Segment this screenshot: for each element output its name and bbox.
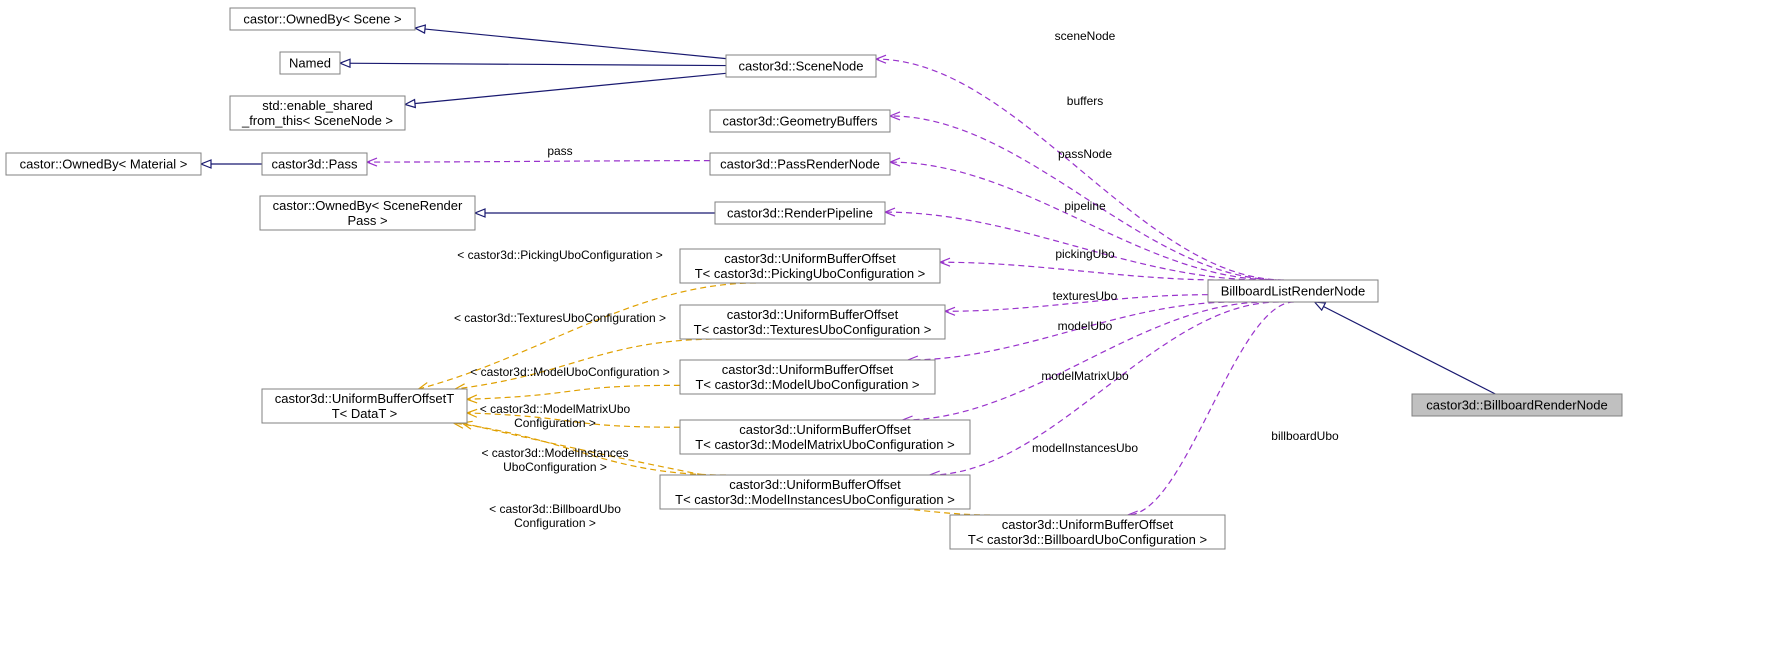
edge [940,262,1224,280]
node-label: castor3d::UniformBufferOffset [722,362,894,377]
node-label: castor3d::GeometryBuffers [722,114,878,129]
node-ownedByScene[interactable]: castor::OwnedBy< Scene > [230,8,415,30]
edge-label: Configuration > [514,416,596,430]
node-label: T< castor3d::ModelUboConfiguration > [695,377,919,392]
nodes-layer: castor3d::BillboardRenderNode BillboardLi… [6,8,1622,549]
edge-label: < castor3d::TexturesUboConfiguration > [454,311,666,325]
node-ownedByMaterial[interactable]: castor::OwnedBy< Material > [6,153,201,175]
node-label: castor3d::UniformBufferOffset [739,422,911,437]
edge-label: modelMatrixUbo [1041,369,1129,383]
node-label: castor3d::UniformBufferOffsetT [275,391,454,406]
edge-label: < castor3d::ModelMatrixUbo [480,402,631,416]
node-label: T< castor3d::ModelInstancesUboConfigurat… [675,492,955,507]
edge-label: < castor3d::PickingUboConfiguration > [457,248,662,262]
node-label: castor3d::RenderPipeline [727,206,873,221]
node-billboardRenderNode[interactable]: castor3d::BillboardRenderNode [1412,394,1622,416]
node-enableShared[interactable]: std::enable_shared_from_this< SceneNode … [230,96,405,130]
node-uboModelInstances[interactable]: castor3d::UniformBufferOffsetT< castor3d… [660,475,970,509]
node-passRenderNode[interactable]: castor3d::PassRenderNode [710,153,890,175]
node-label: castor3d::SceneNode [738,59,863,74]
edge-label: < castor3d::ModelUboConfiguration > [470,365,669,379]
node-label: castor3d::UniformBufferOffset [1002,517,1174,532]
edge [340,63,726,65]
node-named[interactable]: Named [280,52,340,74]
edge [1315,302,1496,394]
node-label: Named [289,56,331,71]
edge-label: passNode [1058,147,1112,161]
edge-label: pipeline [1064,199,1106,213]
node-label: castor::OwnedBy< Scene > [243,12,401,27]
node-billboardListRenderNode[interactable]: BillboardListRenderNode [1208,280,1378,302]
node-uboDataT[interactable]: castor3d::UniformBufferOffsetTT< DataT > [262,389,467,423]
edge-label: sceneNode [1055,29,1116,43]
edge-label: modelInstancesUbo [1032,441,1138,455]
edge [415,28,726,59]
node-uboModel[interactable]: castor3d::UniformBufferOffsetT< castor3d… [680,360,935,394]
node-label: T< castor3d::BillboardUboConfiguration > [968,532,1207,547]
node-label: Pass > [347,213,387,228]
node-sceneNode[interactable]: castor3d::SceneNode [726,55,876,77]
node-label: castor3d::UniformBufferOffset [724,251,896,266]
edge-label: pass [547,144,572,158]
node-uboBillboard[interactable]: castor3d::UniformBufferOffsetT< castor3d… [950,515,1225,549]
edge-label: Configuration > [514,516,596,530]
edge [467,385,680,399]
edge-label: UboConfiguration > [503,460,607,474]
node-label: castor::OwnedBy< SceneRender [273,198,463,213]
node-renderPipeline[interactable]: castor3d::RenderPipeline [715,202,885,224]
node-label: BillboardListRenderNode [1221,284,1366,299]
node-label: castor3d::Pass [272,157,358,172]
node-uboPicking[interactable]: castor3d::UniformBufferOffsetT< castor3d… [680,249,940,283]
node-pass[interactable]: castor3d::Pass [262,153,367,175]
edge-label: texturesUbo [1053,289,1118,303]
collaboration-diagram: sceneNode buffers passNode pipeline pickingU… [0,0,1768,661]
node-geometryBuffers[interactable]: castor3d::GeometryBuffers [710,110,890,132]
node-label: std::enable_shared [262,98,373,113]
node-label: T< DataT > [332,406,398,421]
node-label: T< castor3d::PickingUboConfiguration > [695,266,926,281]
edge-label: billboardUbo [1271,429,1339,443]
node-label: _from_this< SceneNode > [241,113,393,128]
node-label: T< castor3d::TexturesUboConfiguration > [694,322,932,337]
edge-label: pickingUbo [1055,247,1115,261]
edge-label: < castor3d::BillboardUbo [489,502,621,516]
edge-label: < castor3d::ModelInstances [481,446,628,460]
edge [890,162,1276,280]
node-label: castor::OwnedBy< Material > [20,157,188,172]
node-ownedBySRPass[interactable]: castor::OwnedBy< SceneRenderPass > [260,196,475,230]
node-label: castor3d::BillboardRenderNode [1426,398,1607,413]
edge [405,73,726,104]
node-uboTextures[interactable]: castor3d::UniformBufferOffsetT< castor3d… [680,305,945,339]
node-label: castor3d::PassRenderNode [720,157,880,172]
edge [1128,302,1294,515]
edge-label: buffers [1067,94,1103,108]
edge-label: modelUbo [1058,319,1113,333]
edge [367,161,710,162]
node-label: T< castor3d::ModelMatrixUboConfiguration… [695,437,954,452]
node-label: castor3d::UniformBufferOffset [727,307,899,322]
node-label: castor3d::UniformBufferOffset [729,477,901,492]
node-uboModelMatrix[interactable]: castor3d::UniformBufferOffsetT< castor3d… [680,420,970,454]
